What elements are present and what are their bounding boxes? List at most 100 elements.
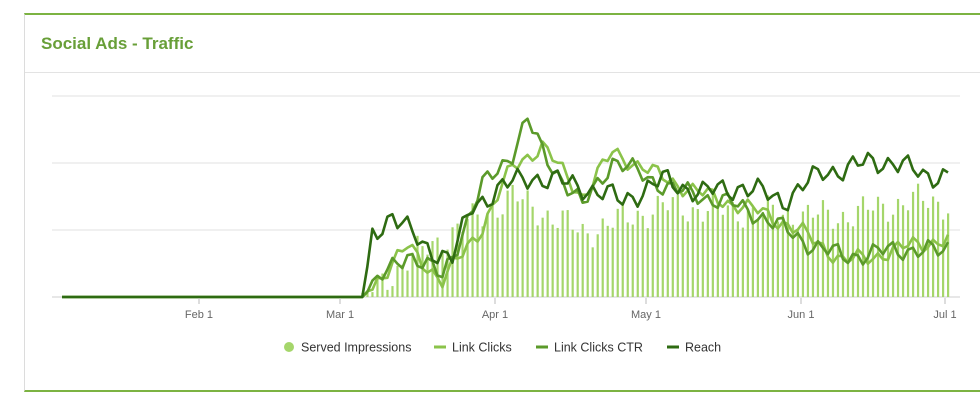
legend-served-impressions[interactable]: Served Impressions [284,341,411,355]
impression-bar [376,275,379,297]
impression-bar [736,221,739,297]
impression-bar [421,246,424,297]
impression-bar [616,208,619,297]
impression-bar [671,197,674,297]
impression-bar [851,226,855,297]
legend-marker [284,342,294,352]
impression-bar [771,204,775,297]
impression-bar [901,205,905,297]
impression-bar [481,226,484,297]
legend-label: Link Clicks [452,341,512,355]
impression-bar [561,210,564,297]
impression-bar [531,206,534,297]
impression-bar [861,196,865,297]
impression-bar [566,210,569,297]
impression-bar [571,229,574,297]
impression-bar [896,198,900,297]
served-impressions-bars [361,183,950,297]
impression-bar [721,214,724,297]
impression-bar [871,210,875,297]
legend-link-clicks-ctr[interactable]: Link Clicks CTR [536,341,643,355]
impression-bar [511,184,514,297]
impression-bar [501,214,504,297]
impression-bar [666,210,669,297]
impression-bar [396,265,399,297]
chart-legend[interactable]: Served Impressions Link Clicks Link Clicks… [284,341,721,355]
impression-bar [466,218,469,297]
impression-bar [551,224,554,297]
impression-bar [701,221,704,297]
x-tick-label: Feb 1 [185,309,213,321]
impression-bar [786,208,790,297]
legend-marker [667,345,679,349]
impression-bar [926,207,930,297]
widget-header: Social Ads - Traffic [25,15,980,73]
legend-marker [434,345,446,349]
legend-link-clicks[interactable]: Link Clicks [434,341,512,355]
impression-bar [476,214,479,297]
legend-label: Reach [685,341,721,355]
impression-bar [516,201,519,297]
link-clicks-ctr-line [62,117,950,299]
reach-line [62,151,949,299]
impression-bar [621,204,624,297]
impression-bar [661,202,664,297]
legend-reach[interactable]: Reach [667,341,721,355]
traffic-widget-card: Social Ads - Traffic [24,13,980,392]
impression-bar [581,223,584,297]
impression-bar [696,209,699,297]
widget-title: Social Ads - Traffic [41,34,194,53]
impression-bar [496,217,499,297]
impression-bar [881,203,885,297]
impression-bar [816,214,820,297]
impression-bar [586,233,589,297]
impression-bar [706,211,709,297]
impression-bar [631,224,634,297]
impression-bar [756,219,759,297]
legend-marker [536,345,548,349]
impression-bar [606,225,609,297]
impression-bar [711,193,714,297]
impression-bar [411,252,414,297]
impression-bar [471,203,474,297]
x-tick-label: Mar 1 [326,309,354,321]
impression-bar [891,214,895,297]
impression-bar [626,222,629,297]
x-axis-ticks: Feb 1 Mar 1 Apr 1 May 1 Jun 1 Jul 1 [185,298,957,321]
impression-bar [461,231,464,297]
impression-bar [536,225,539,297]
impression-bar [386,289,389,297]
impression-bar [456,223,459,297]
impression-bar [796,230,800,297]
impression-bar [366,292,369,297]
impression-bar [391,286,394,297]
impression-bar [781,214,785,297]
impression-bar [866,209,870,297]
impression-bar [676,194,679,297]
x-tick-label: Jul 1 [933,309,956,321]
impression-bar [526,190,529,297]
impression-bar [541,217,544,297]
x-tick-label: Apr 1 [482,309,508,321]
impression-bar [401,264,404,297]
impression-bar [761,211,764,297]
legend-label: Served Impressions [301,341,411,355]
impression-bar [521,199,524,297]
impression-bar [636,210,639,297]
x-tick-label: Jun 1 [788,309,815,321]
impression-bar [681,215,684,297]
impression-bar [556,227,559,297]
impression-bar [381,273,384,297]
impression-bar [646,228,649,297]
impression-bar [751,207,754,297]
impression-bar [546,210,549,297]
impression-bar [947,213,950,297]
impression-bar [776,221,780,297]
impression-bar [716,202,719,297]
impression-bar [731,202,734,297]
impression-bar [641,215,644,297]
impression-bar [791,224,795,297]
impression-bar [491,205,494,297]
impression-bar [371,292,374,297]
